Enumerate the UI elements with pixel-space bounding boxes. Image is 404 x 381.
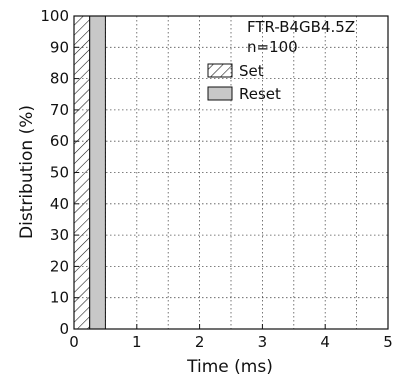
y-tick-label: 0 [59, 320, 69, 338]
legend: Set Reset [207, 62, 281, 103]
chart-annotation: FTR-B4GB4.5Z n=100 [247, 18, 355, 56]
device-label: FTR-B4GB4.5Z [247, 18, 355, 36]
x-tick-label: 4 [320, 333, 330, 351]
y-tick-label: 60 [50, 132, 69, 150]
x-axis-title: Time (ms) [186, 357, 273, 377]
grid-layer [74, 16, 388, 329]
y-tick-label: 80 [50, 70, 69, 88]
x-tick-label: 2 [195, 333, 205, 351]
bar-reset-0 [89, 15, 106, 330]
x-tick-label: 3 [258, 333, 268, 351]
legend-item-reset: Reset [207, 85, 281, 103]
y-tick-label: 100 [40, 7, 69, 25]
legend-label-reset: Reset [239, 85, 281, 103]
y-tick-label: 10 [50, 289, 69, 307]
legend-label-set: Set [239, 62, 264, 80]
x-tick-label: 1 [132, 333, 142, 351]
y-tick-label: 20 [50, 257, 69, 275]
y-tick-label: 90 [50, 38, 69, 56]
legend-swatch-reset [207, 86, 233, 101]
sample-count-label: n=100 [247, 38, 298, 56]
legend-swatch-set [207, 63, 233, 78]
legend-item-set: Set [207, 62, 264, 80]
y-tick-label: 70 [50, 101, 69, 119]
y-axis-title: Distribution (%) [17, 105, 37, 239]
y-tick-label: 50 [50, 164, 69, 182]
y-tick-label: 30 [50, 226, 69, 244]
x-tick-label: 0 [69, 333, 79, 351]
x-tick-label: 5 [383, 333, 393, 351]
y-tick-label: 40 [50, 195, 69, 213]
